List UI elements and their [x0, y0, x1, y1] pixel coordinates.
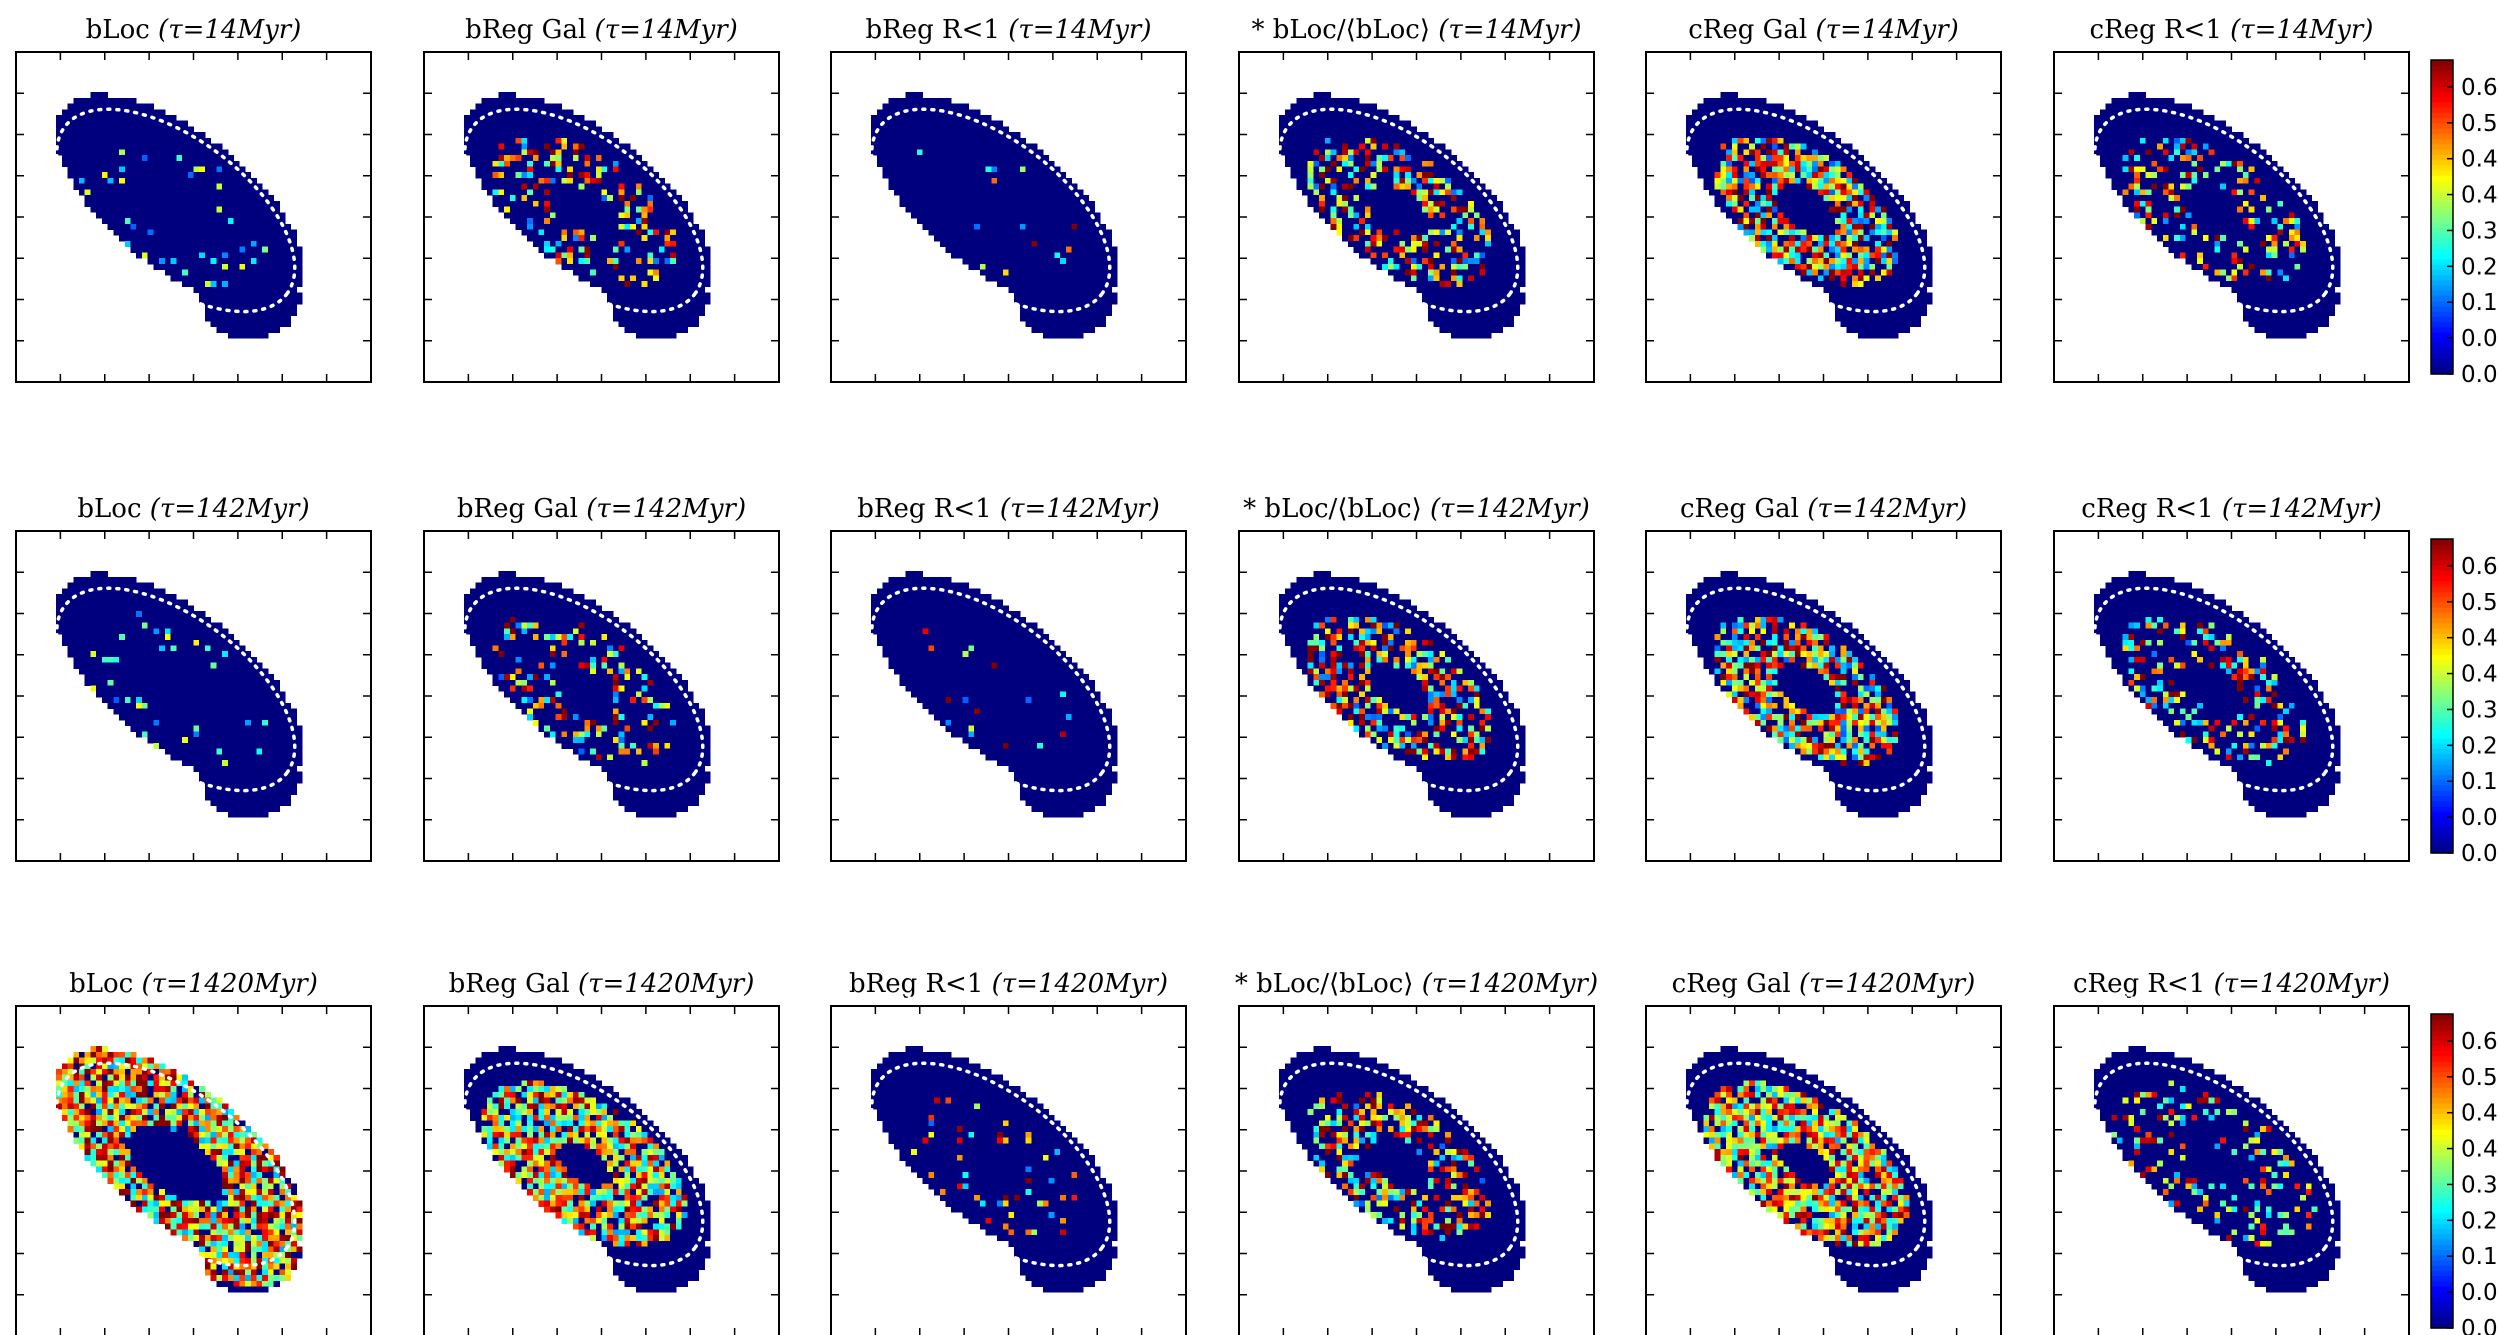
panel-label: cReg R<1 — [2073, 969, 2214, 999]
panel-label: bReg R<1 — [866, 15, 1009, 45]
panel-r1-c0: bLoc (τ=142Myr) — [0, 455, 432, 924]
panel-r2-c4: cReg Gal (τ=1420Myr) — [1550, 930, 2062, 1335]
panel-title: bReg R<1 (τ=142Myr) — [857, 494, 1160, 524]
panel-title: cReg Gal (τ=14Myr) — [1688, 15, 1959, 45]
panel-tau: (τ=142Myr) — [1430, 494, 1590, 524]
colorbar-tick-label: 0.08 — [2461, 1280, 2498, 1306]
colorbar-tick-label: 0.48 — [2461, 147, 2498, 173]
colorbar-tick-label: 0.48 — [2461, 1101, 2498, 1127]
panel-title: cReg R<1 (τ=1420Myr) — [2073, 969, 2390, 999]
colorbar-tick-label: 0.56 — [2461, 111, 2498, 137]
panel-title: * bLoc/⟨bLoc⟩ (τ=142Myr) — [1243, 494, 1590, 524]
panel-tau: (τ=1420Myr) — [1422, 969, 1598, 999]
panel-r1-c1: bReg Gal (τ=142Myr) — [328, 455, 840, 924]
panel-title: cReg Gal (τ=142Myr) — [1680, 494, 1967, 524]
panel-r0-c3: * bLoc/⟨bLoc⟩ (τ=14Myr) — [1143, 0, 1655, 445]
colorbar-tick-label: 0.00 — [2461, 841, 2498, 867]
panel-title: cReg R<1 (τ=142Myr) — [2081, 494, 2381, 524]
panel-label: * bLoc/⟨bLoc⟩ — [1251, 15, 1438, 45]
panel-label: cReg R<1 — [2090, 15, 2231, 45]
panel-r0-c5: cReg R<1 (τ=14Myr)0.000.080.160.240.320.… — [1958, 0, 2498, 445]
panel-tau: (τ=142Myr) — [1000, 494, 1160, 524]
panel-label: * bLoc/⟨bLoc⟩ — [1243, 494, 1430, 524]
colorbar-tick-label: 0.64 — [2461, 75, 2498, 101]
colorbar-tick-label: 0.32 — [2461, 218, 2498, 244]
colorbar-tick-label: 0.56 — [2461, 1065, 2498, 1091]
panel-label: cReg R<1 — [2081, 494, 2222, 524]
panel-r2-c3: * bLoc/⟨bLoc⟩ (τ=1420Myr) — [1143, 930, 1655, 1335]
panel-title: * bLoc/⟨bLoc⟩ (τ=1420Myr) — [1235, 969, 1598, 999]
colorbar-tick-label: 0.56 — [2461, 590, 2498, 616]
colorbar-tick-label: 0.24 — [2461, 254, 2498, 280]
colorbar-tick-label: 0.24 — [2461, 733, 2498, 759]
panel-title: * bLoc/⟨bLoc⟩ (τ=14Myr) — [1251, 15, 1581, 45]
panel-tau: (τ=14Myr) — [1438, 15, 1581, 45]
panel-title: cReg Gal (τ=1420Myr) — [1672, 969, 1976, 999]
panel-tau: (τ=142Myr) — [1807, 494, 1967, 524]
colorbar-tick-label: 0.08 — [2461, 805, 2498, 831]
panel-title: bReg Gal (τ=142Myr) — [457, 494, 746, 524]
panel-title: bLoc (τ=142Myr) — [77, 494, 309, 524]
panel-label: bLoc — [69, 969, 141, 999]
colorbar: 0.00 0.08 0.16 0.24 0.32 0.40 0.48 0.56 0.64 — [2431, 60, 2498, 388]
panel-title: bLoc (τ=1420Myr) — [69, 969, 318, 999]
panel-r1-c3: * bLoc/⟨bLoc⟩ (τ=142Myr) — [1143, 455, 1655, 924]
panel-title: cReg R<1 (τ=14Myr) — [2090, 15, 2374, 45]
colorbar: 0.00 0.08 0.16 0.24 0.32 0.40 0.48 0.56 0.64 — [2431, 1014, 2498, 1335]
panel-title: bLoc (τ=14Myr) — [86, 15, 302, 45]
panel-tau: (τ=14Myr) — [158, 15, 301, 45]
panel-tau: (τ=142Myr) — [2222, 494, 2382, 524]
panel-label: bLoc — [77, 494, 149, 524]
panel-r1-c2: bReg R<1 (τ=142Myr) — [735, 455, 1247, 924]
panel-r2-c1: bReg Gal (τ=1420Myr) — [328, 930, 840, 1335]
panel-tau: (τ=1420Myr) — [2214, 969, 2390, 999]
colorbar-tick-label: 0.32 — [2461, 697, 2498, 723]
panel-r2-c2: bReg R<1 (τ=1420Myr) — [735, 930, 1247, 1335]
panel-r0-c1: bReg Gal (τ=14Myr) — [328, 0, 840, 445]
panel-label: * bLoc/⟨bLoc⟩ — [1235, 969, 1422, 999]
colorbar-tick-label: 0.40 — [2461, 662, 2498, 688]
panel-tau: (τ=14Myr) — [595, 15, 738, 45]
panel-tau: (τ=1420Myr) — [992, 969, 1168, 999]
panel-r0-c2: bReg R<1 (τ=14Myr) — [735, 0, 1247, 445]
colorbar-tick-label: 0.16 — [2461, 769, 2498, 795]
panel-title: bReg Gal (τ=1420Myr) — [449, 969, 755, 999]
panel-r1-c4: cReg Gal (τ=142Myr) — [1550, 455, 2062, 924]
panel-label: bReg R<1 — [849, 969, 992, 999]
panel-tau: (τ=14Myr) — [2230, 15, 2373, 45]
panel-title: bReg Gal (τ=14Myr) — [465, 15, 738, 45]
colorbar-tick-label: 0.32 — [2461, 1172, 2498, 1198]
panel-r2-c5: cReg R<1 (τ=1420Myr) 0.00 0.08 0.16 0.24 0.32… — [1958, 930, 2498, 1335]
panel-title: bReg R<1 (τ=1420Myr) — [849, 969, 1168, 999]
panel-r2-c0: bLoc (τ=1420Myr) — [0, 930, 432, 1335]
colorbar-tick-label: 0.16 — [2461, 1244, 2498, 1270]
panel-label: cReg Gal — [1688, 15, 1815, 45]
panel-label: bLoc — [86, 15, 158, 45]
panel-tau: (τ=1420Myr) — [142, 969, 318, 999]
panel-tau: (τ=142Myr) — [150, 494, 310, 524]
colorbar-tick-label: 0.64 — [2461, 554, 2498, 580]
colorbar-tick-label: 0.40 — [2461, 183, 2498, 209]
panel-label: bReg R<1 — [857, 494, 1000, 524]
panel-tau: (τ=1420Myr) — [1799, 969, 1975, 999]
panel-tau: (τ=142Myr) — [586, 494, 746, 524]
colorbar-tick-label: 0.00 — [2461, 1316, 2498, 1335]
colorbar-tick-label: 0.24 — [2461, 1208, 2498, 1234]
colorbar-tick-label: 0.00 — [2461, 362, 2498, 388]
panel-r1-c5: cReg R<1 (τ=142Myr)0.000.080.160.240.320… — [1958, 455, 2498, 924]
colorbar-tick-label: 0.16 — [2461, 290, 2498, 316]
panel-tau: (τ=1420Myr) — [578, 969, 754, 999]
colorbar-tick-label: 0.40 — [2461, 1137, 2498, 1163]
panel-title: bReg R<1 (τ=14Myr) — [866, 15, 1152, 45]
panel-r0-c0: bLoc (τ=14Myr) — [0, 0, 432, 445]
panel-tau: (τ=14Myr) — [1008, 15, 1151, 45]
colorbar: 0.00 0.08 0.16 0.24 0.32 0.40 0.48 0.56 0.64 — [2431, 539, 2498, 867]
colorbar-tick-label: 0.48 — [2461, 626, 2498, 652]
colorbar-tick-label: 0.08 — [2461, 326, 2498, 352]
panel-r0-c4: cReg Gal (τ=14Myr) — [1550, 0, 2062, 445]
colorbar-tick-label: 0.64 — [2461, 1029, 2498, 1055]
panel-tau: (τ=14Myr) — [1816, 15, 1959, 45]
